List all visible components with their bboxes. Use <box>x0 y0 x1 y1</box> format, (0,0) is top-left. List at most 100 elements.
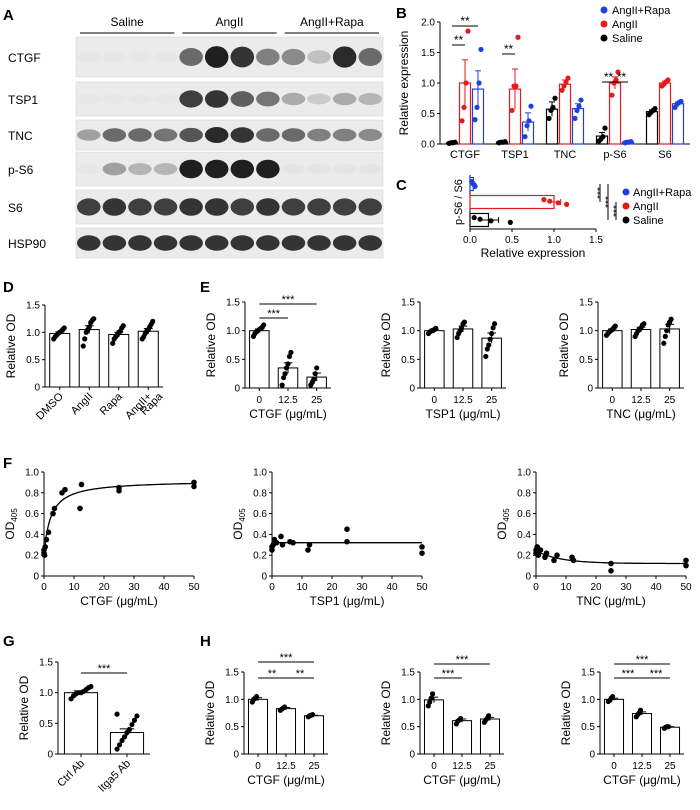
panel-letter-a: A <box>3 7 14 24</box>
y-tick-label: 1.0 <box>517 468 531 479</box>
data-point <box>344 526 350 532</box>
data-point <box>554 552 560 558</box>
significance-label: ** <box>617 70 627 84</box>
y-tick-label: 2.0 <box>421 18 435 29</box>
data-point <box>613 77 619 83</box>
data-point <box>86 324 92 330</box>
data-point <box>668 316 674 322</box>
blot-band <box>204 235 229 251</box>
blot-band <box>128 235 152 251</box>
y-tick-label: 1.5 <box>401 668 415 679</box>
significance-label: ** <box>504 42 514 56</box>
data-point <box>459 118 465 124</box>
y-tick-label: 0 <box>234 384 240 395</box>
data-point <box>419 550 425 556</box>
blot-band <box>128 94 152 104</box>
y-tick-label: 1.5 <box>581 668 595 679</box>
data-point <box>543 550 550 556</box>
data-point <box>665 77 671 83</box>
significance-label: ** <box>604 70 614 84</box>
blot-band <box>256 48 280 66</box>
legend-label: AngII <box>633 201 659 213</box>
x-tick-label: 12.5 <box>453 395 473 406</box>
data-point <box>126 726 133 733</box>
data-point <box>286 353 293 360</box>
x-tick-label: 12.5 <box>632 761 652 772</box>
data-point <box>281 375 287 381</box>
blot-band <box>358 48 382 66</box>
y-tick-label: 0 <box>589 750 595 761</box>
blot-band <box>230 91 255 107</box>
y-tick-label: 0.5 <box>581 722 595 733</box>
data-point <box>602 125 608 131</box>
significance-label: ** <box>454 33 464 47</box>
data-point <box>524 123 530 129</box>
data-point <box>419 544 425 550</box>
y-tick-label: 0 <box>34 383 40 394</box>
x-axis-label: Relative expression <box>481 246 586 260</box>
x-tick-label: 0 <box>255 761 261 772</box>
y-axis-label: Relative OD <box>4 313 18 378</box>
y-tick-label: 1.5 <box>26 301 40 312</box>
blot-band <box>102 235 127 251</box>
blot-band <box>128 198 152 216</box>
blot-group-label: AngII <box>215 15 243 29</box>
blot-band <box>77 129 101 141</box>
blot-strip <box>75 36 384 78</box>
y-axis-label: Relative OD <box>559 680 573 745</box>
data-point <box>134 713 140 719</box>
y-tick-label: 0 <box>261 572 267 583</box>
blot-band <box>153 94 178 104</box>
bar <box>631 713 653 755</box>
blot-band <box>128 51 152 63</box>
panel-letter-b: B <box>396 5 407 22</box>
data-point <box>609 92 615 98</box>
y-tick-label: 0 <box>409 384 415 395</box>
blot-band <box>358 128 382 142</box>
panel-letter-g: G <box>3 633 15 650</box>
data-point <box>488 218 494 224</box>
x-tick-label: 10 <box>296 582 308 593</box>
data-point <box>546 115 552 121</box>
data-point <box>290 539 296 546</box>
blot-band <box>307 128 331 142</box>
y-tick-label: 0 <box>409 750 415 761</box>
x-tick-label: S6 <box>658 149 671 161</box>
blot-band <box>128 163 152 175</box>
x-axis-label: CTGF (μg/mL) <box>80 594 158 608</box>
y-tick-label: 1.0 <box>25 468 39 479</box>
data-point <box>665 724 672 730</box>
significance-label: *** <box>650 668 664 680</box>
x-tick-label: 30 <box>356 582 368 593</box>
blot-strip <box>75 119 384 151</box>
data-point <box>502 138 508 145</box>
data-point <box>600 134 606 140</box>
bar <box>275 708 297 755</box>
blot-band <box>307 50 331 64</box>
x-tick-label: 25 <box>311 395 323 406</box>
panel-letter-f: F <box>3 455 12 472</box>
data-point <box>662 333 668 339</box>
bar <box>249 330 270 389</box>
blot-band <box>332 46 357 68</box>
x-tick-label: 0 <box>610 395 616 406</box>
y-tick-label: 0.2 <box>25 551 39 562</box>
legend-label: Saline <box>612 33 643 45</box>
x-tick-label: 0 <box>611 761 617 772</box>
data-point <box>615 69 621 75</box>
significance-label: *** <box>636 654 650 666</box>
y-axis-label: Relative OD <box>557 312 571 377</box>
y-axis-label: Relative OD <box>379 312 393 377</box>
data-point <box>471 215 477 221</box>
x-tick-label: Ctrl Ab <box>55 758 87 790</box>
bar <box>658 82 672 145</box>
data-point <box>474 104 480 110</box>
blot-band <box>179 90 203 108</box>
fit-curve <box>43 482 194 556</box>
data-point <box>458 325 465 331</box>
x-tick-label: 50 <box>188 582 200 593</box>
x-tick-label: 40 <box>158 582 170 593</box>
